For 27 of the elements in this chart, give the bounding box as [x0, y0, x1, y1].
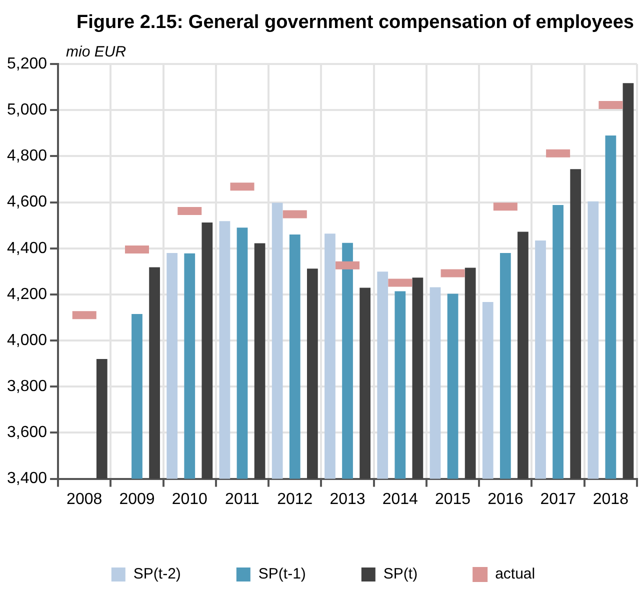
y-tick-label: 4,600	[6, 194, 48, 211]
x-tick-label: 2014	[382, 490, 418, 508]
y-tick-label: 4,400	[6, 240, 48, 257]
x-tick-label: 2013	[330, 490, 366, 508]
y-tick-label: 3,400	[6, 470, 48, 488]
legend-label: SP(t-2)	[133, 566, 181, 583]
legend-label: SP(t)	[383, 566, 418, 583]
y-axis-title: mio EUR	[66, 44, 126, 61]
y-tick-label: 4,800	[6, 148, 48, 165]
legend-label: actual	[495, 566, 536, 583]
y-tick-label: 3,800	[6, 378, 48, 396]
x-tick-label: 2010	[172, 490, 208, 508]
chart-title: Figure 2.15: General government compensation of employees	[76, 11, 635, 35]
y-tick-label: 4,200	[6, 286, 48, 303]
x-tick-label: 2015	[434, 490, 471, 508]
x-tick-label: 2018	[592, 490, 629, 508]
legend-label: SP(t-1)	[258, 566, 306, 583]
x-tick-label: 2011	[225, 490, 260, 508]
y-tick-label: 4,000	[6, 332, 48, 349]
x-tick-label: 2016	[488, 490, 524, 508]
x-tick-label: 2009	[119, 490, 155, 508]
y-tick-label: 5,200	[6, 55, 48, 72]
y-tick-label: 5,000	[6, 101, 48, 118]
x-tick-label: 2017	[540, 490, 576, 508]
x-tick-label: 2012	[277, 490, 313, 508]
y-tick-label: 3,600	[6, 424, 48, 442]
x-tick-label: 2008	[66, 490, 102, 508]
